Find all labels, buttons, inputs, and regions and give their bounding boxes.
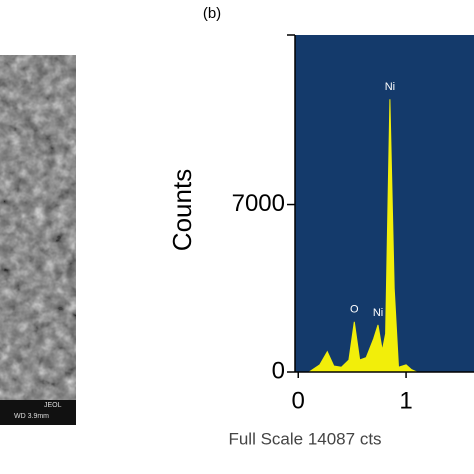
sem-label: JEOL [44, 402, 62, 409]
peak-label: Ni [373, 307, 383, 319]
x-axis-label: Full Scale 14087 cts [228, 429, 381, 448]
spectrum [307, 99, 471, 373]
sem-info-bar [0, 400, 76, 425]
x-tick-label: 1 [399, 387, 412, 414]
sem-image: JEOL WD 3.9mm [0, 55, 76, 425]
y-tick-label: 0 [272, 357, 285, 384]
panel-label: (b) [203, 5, 221, 22]
peak-label: O [350, 304, 359, 316]
sem-label: WD 3.9mm [14, 413, 49, 420]
plot-background [295, 35, 474, 372]
y-axis-label: Counts [167, 169, 197, 251]
sem-texture [0, 55, 76, 400]
peak-label: Ni [385, 81, 395, 93]
y-tick-label: 7000 [232, 190, 285, 217]
x-tick-label: 0 [292, 387, 305, 414]
